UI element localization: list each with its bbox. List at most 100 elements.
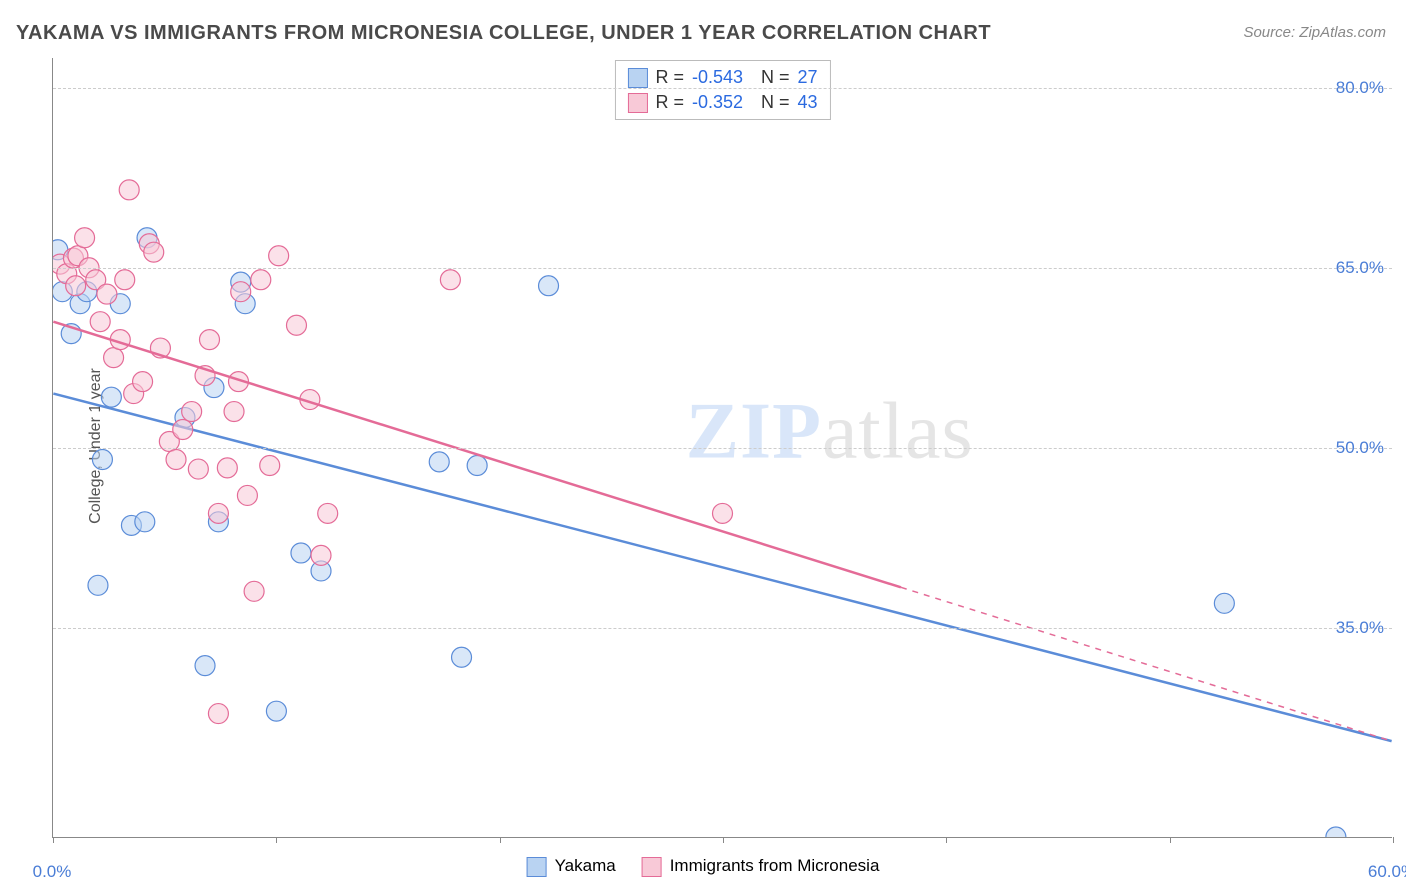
- y-tick-label: 80.0%: [1336, 78, 1384, 98]
- micronesia-point: [104, 348, 124, 368]
- y-tick-label: 35.0%: [1336, 618, 1384, 638]
- x-tick-label: 60.0%: [1368, 862, 1406, 882]
- gridline: [53, 268, 1392, 269]
- yakama-point: [92, 449, 112, 469]
- yakama-point: [1326, 827, 1346, 837]
- yakama-point: [1214, 593, 1234, 613]
- micronesia-trendline-ext: [901, 587, 1392, 741]
- micronesia-point: [286, 315, 306, 335]
- watermark-zip: ZIP: [686, 387, 822, 475]
- yakama-point: [311, 561, 331, 581]
- micronesia-point: [57, 264, 77, 284]
- micronesia-point: [166, 449, 186, 469]
- series-legend-yakama: Yakama: [527, 856, 616, 877]
- micronesia-point: [86, 270, 106, 290]
- legend-swatch: [627, 93, 647, 113]
- x-tick: [946, 837, 947, 843]
- legend-r-label: R =: [655, 67, 684, 88]
- micronesia-point: [244, 581, 264, 601]
- micronesia-point: [173, 420, 193, 440]
- watermark-atlas: atlas: [822, 387, 974, 475]
- legend-n-value: 27: [798, 67, 818, 88]
- micronesia-point: [237, 485, 257, 505]
- micronesia-point: [269, 246, 289, 266]
- micronesia-point: [144, 242, 164, 262]
- micronesia-point: [66, 276, 86, 296]
- yakama-point: [266, 701, 286, 721]
- watermark: ZIPatlas: [686, 386, 974, 477]
- series-label: Yakama: [555, 856, 616, 875]
- yakama-point: [70, 294, 90, 314]
- yakama-point: [88, 575, 108, 595]
- yakama-point: [539, 276, 559, 296]
- micronesia-point: [133, 372, 153, 392]
- legend-row-yakama: R = -0.543 N = 27: [627, 65, 817, 90]
- chart-title: YAKAMA VS IMMIGRANTS FROM MICRONESIA COL…: [16, 22, 991, 45]
- x-tick-label: 0.0%: [33, 862, 72, 882]
- yakama-point: [195, 656, 215, 676]
- yakama-point: [53, 240, 68, 260]
- yakama-point: [204, 378, 224, 398]
- yakama-point: [61, 324, 81, 344]
- micronesia-point: [251, 270, 271, 290]
- micronesia-point: [200, 330, 220, 350]
- gridline: [53, 448, 1392, 449]
- micronesia-point: [224, 402, 244, 422]
- micronesia-point: [318, 503, 338, 523]
- legend-swatch: [627, 68, 647, 88]
- yakama-point: [429, 452, 449, 472]
- micronesia-point: [311, 545, 331, 565]
- micronesia-point: [195, 366, 215, 386]
- gridline: [53, 628, 1392, 629]
- legend-swatch: [527, 857, 547, 877]
- yakama-point: [208, 512, 228, 532]
- yakama-point: [137, 228, 157, 248]
- legend-n-label: N =: [761, 92, 790, 113]
- micronesia-point: [139, 234, 159, 254]
- yakama-point: [467, 455, 487, 475]
- source-label: Source: ZipAtlas.com: [1243, 24, 1386, 41]
- gridline: [53, 88, 1392, 89]
- micronesia-point: [300, 390, 320, 410]
- yakama-point: [110, 294, 130, 314]
- x-tick: [53, 837, 54, 843]
- legend-row-micronesia: R =-0.352N =43: [627, 90, 817, 115]
- yakama-point: [53, 282, 72, 302]
- yakama-point: [101, 387, 121, 407]
- yakama-point: [291, 543, 311, 563]
- legend-r-value: -0.352: [692, 92, 743, 113]
- micronesia-point: [188, 459, 208, 479]
- y-tick-label: 50.0%: [1336, 438, 1384, 458]
- x-tick: [723, 837, 724, 843]
- legend-n-label: N =: [761, 67, 790, 88]
- micronesia-point: [231, 282, 251, 302]
- x-tick: [1170, 837, 1171, 843]
- micronesia-point: [90, 312, 110, 332]
- plot-area: ZIPatlas R =-0.543N =27R =-0.352N =43 35…: [52, 58, 1392, 838]
- micronesia-point: [115, 270, 135, 290]
- yakama-point: [135, 512, 155, 532]
- series-label: Immigrants from Micronesia: [670, 856, 880, 875]
- yakama-point: [77, 282, 97, 302]
- micronesia-point: [713, 503, 733, 523]
- series-legend-micronesia: Immigrants from Micronesia: [642, 856, 880, 877]
- micronesia-point: [68, 246, 88, 266]
- legend-r-value: -0.543: [692, 67, 743, 88]
- x-tick: [500, 837, 501, 843]
- micronesia-point: [229, 372, 249, 392]
- micronesia-point: [97, 284, 117, 304]
- micronesia-point: [440, 270, 460, 290]
- correlation-legend: R =-0.543N =27R =-0.352N =43: [614, 60, 830, 120]
- micronesia-point: [208, 503, 228, 523]
- x-tick: [1393, 837, 1394, 843]
- micronesia-point: [182, 402, 202, 422]
- micronesia-point: [260, 455, 280, 475]
- yakama-point: [175, 408, 195, 428]
- micronesia-point: [208, 704, 228, 724]
- yakama-point: [121, 515, 141, 535]
- legend-swatch: [642, 857, 662, 877]
- micronesia-point: [110, 330, 130, 350]
- yakama-point: [231, 272, 251, 292]
- micronesia-point: [63, 248, 83, 268]
- micronesia-point: [53, 254, 70, 274]
